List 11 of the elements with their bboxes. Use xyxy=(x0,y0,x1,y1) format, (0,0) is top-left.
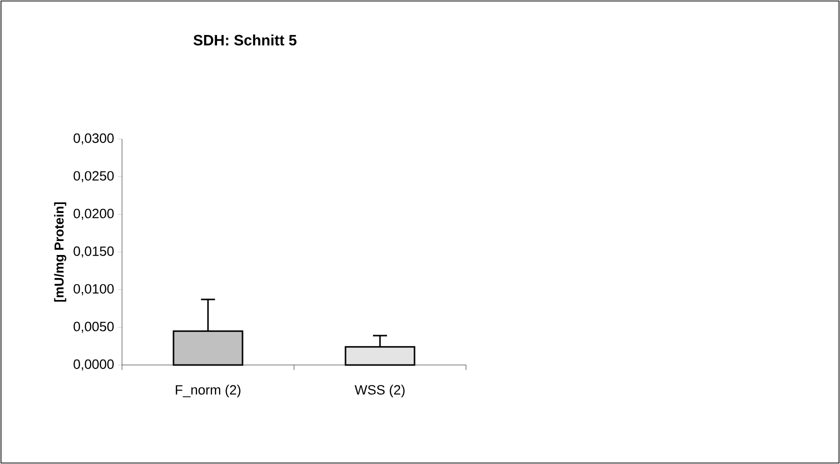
x-tick-label: WSS (2) xyxy=(354,384,405,398)
y-tick-label: 0,0300 xyxy=(74,133,114,145)
y-tick-label: 0,0100 xyxy=(74,284,114,296)
y-tick-label: 0,0150 xyxy=(74,246,114,258)
y-tick-label: 0,0000 xyxy=(74,359,114,371)
chart-title: SDH: Schnitt 5 xyxy=(194,34,296,46)
y-tick-label: 0,0050 xyxy=(74,322,114,333)
x-tick-label: F_norm (2) xyxy=(176,384,240,398)
y-axis-title: [mU/mg Protein] xyxy=(54,202,66,302)
y-tick-label: 0,0200 xyxy=(74,208,114,220)
y-tick-label: 0,0250 xyxy=(74,171,114,182)
